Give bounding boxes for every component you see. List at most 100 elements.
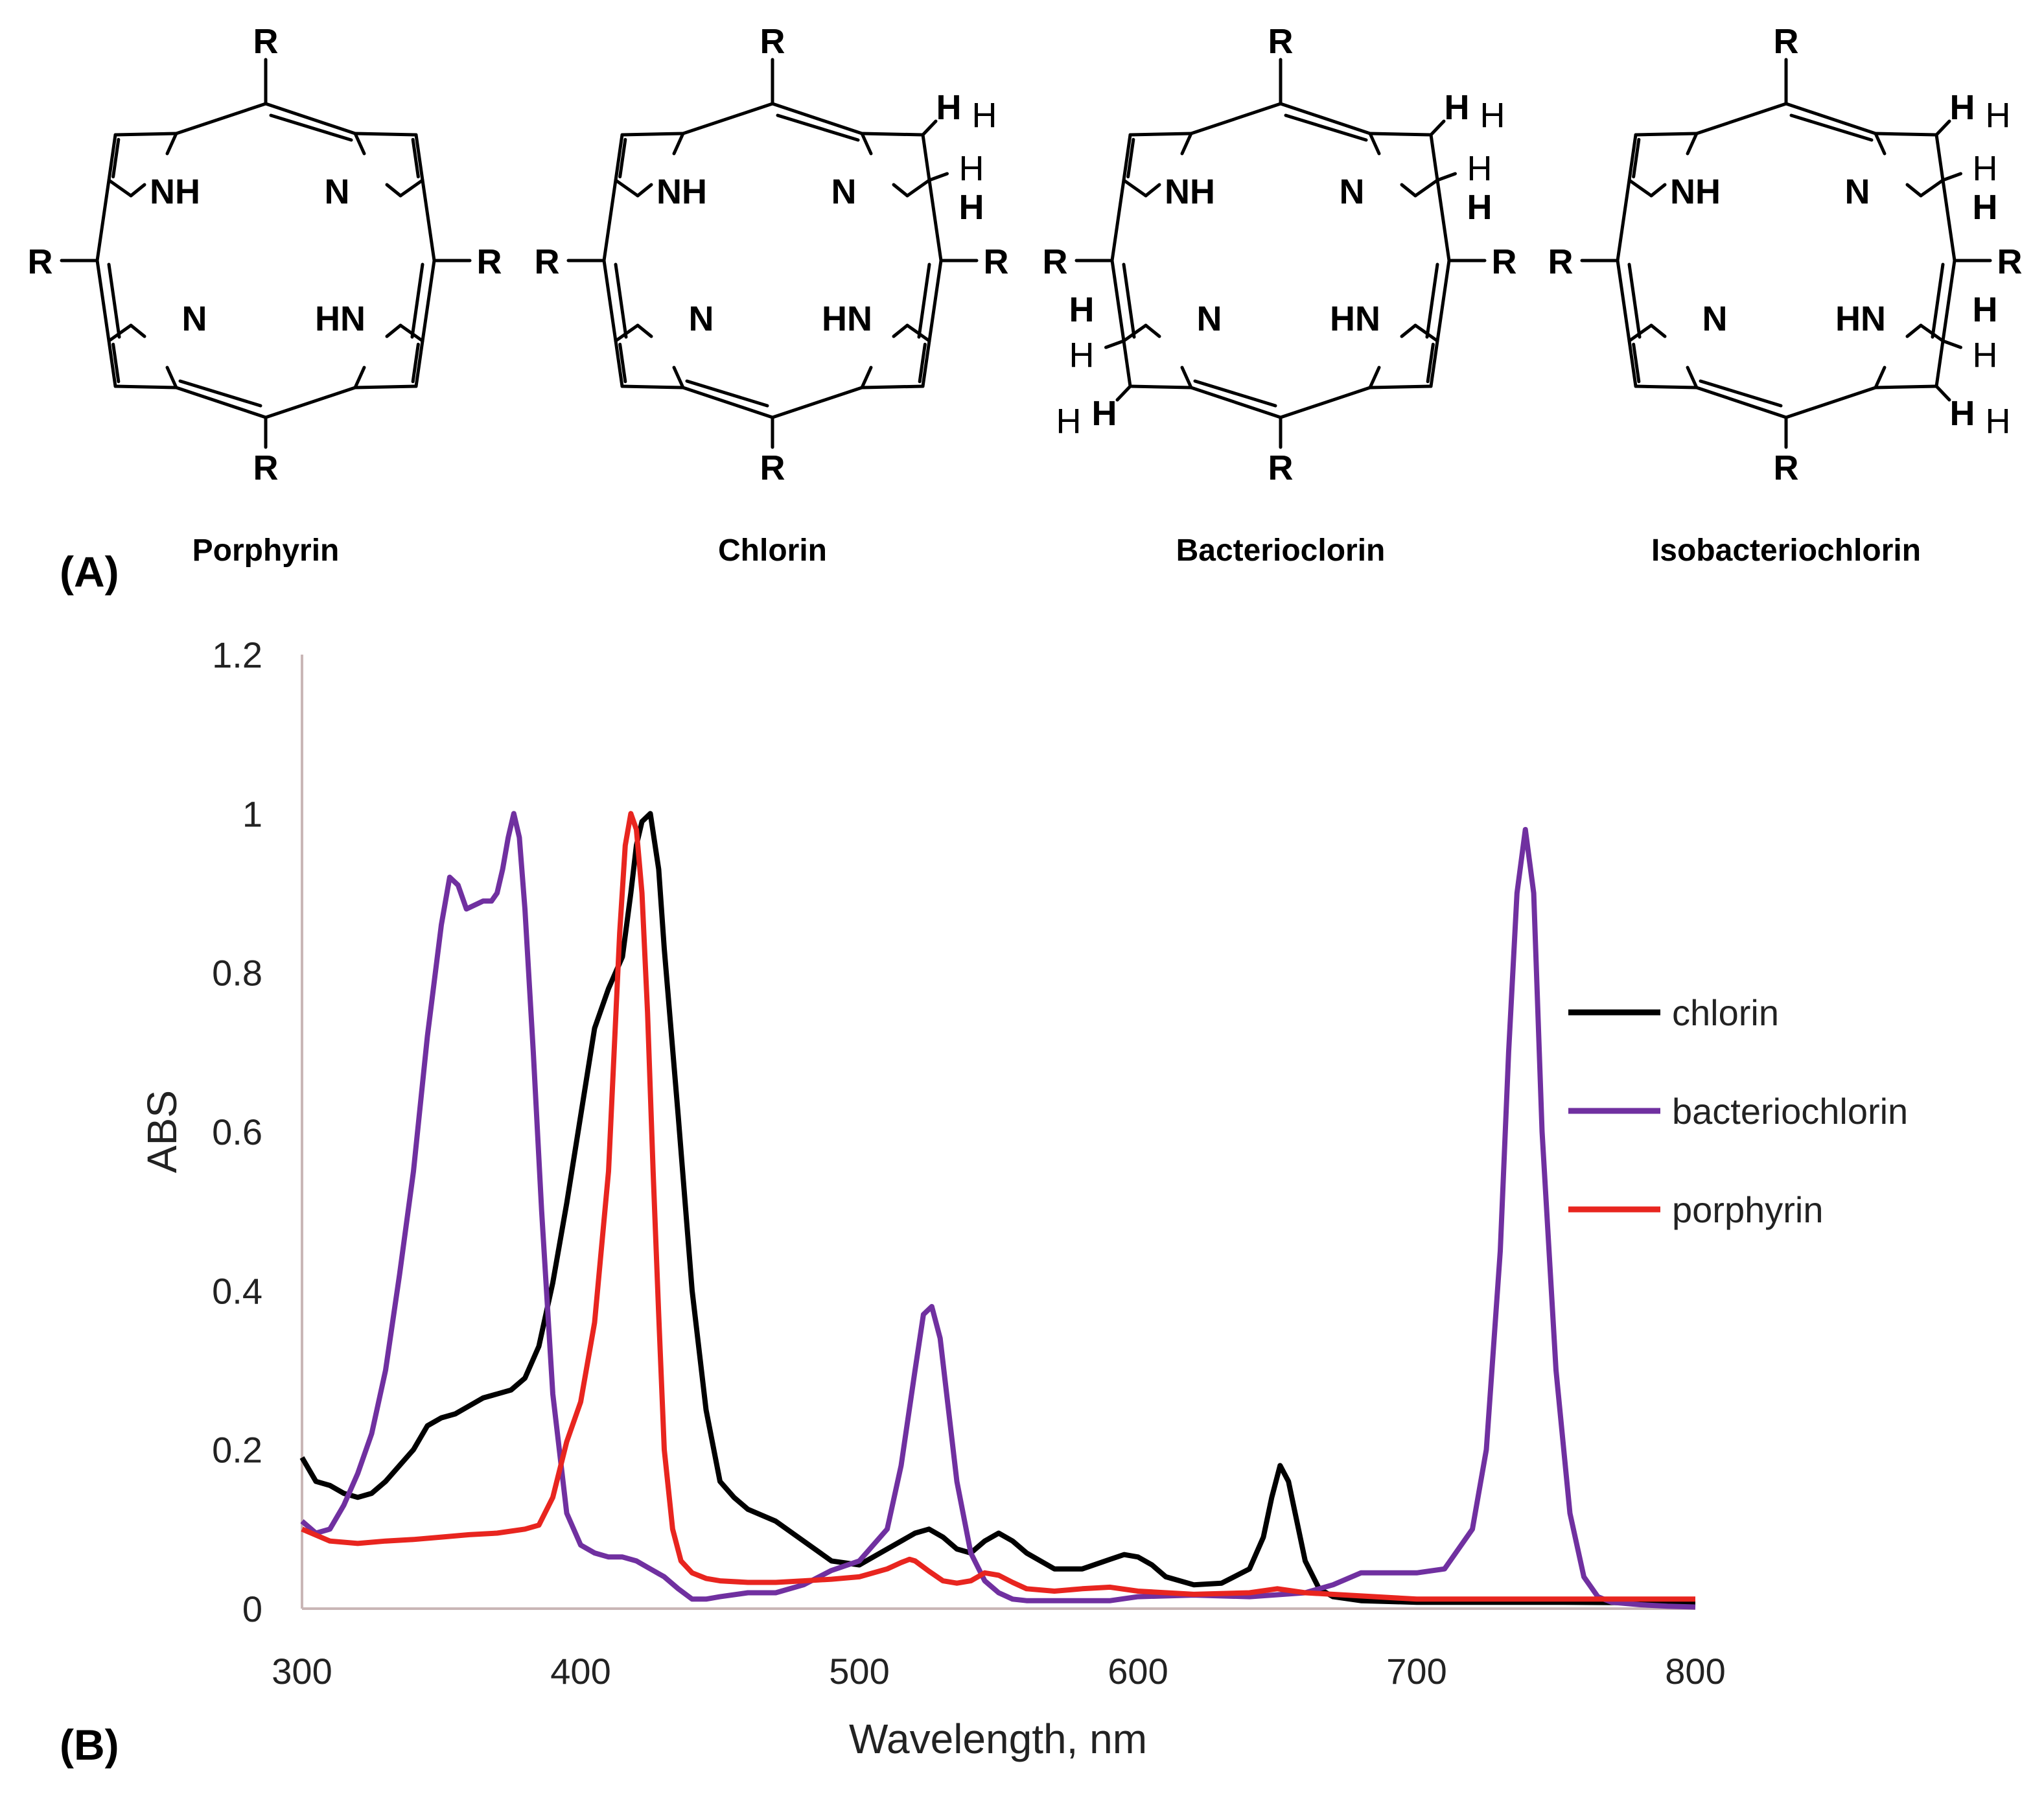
chart-series [299,811,1696,1610]
double-bond [918,342,927,384]
double-bond [1699,379,1783,408]
double-bond [178,379,262,408]
y-tick-label: 0.4 [212,1270,262,1311]
double-bond [1122,262,1136,339]
ring-bond [1122,339,1132,388]
hydrogen-label: H [1986,402,2011,441]
ring-bond [1634,384,1699,390]
meso-bond [1189,386,1283,419]
r-group-label: R [477,242,502,281]
ring-bond [1874,366,1887,390]
ring-bond [1429,339,1439,388]
x-tick-labels: 300 400 500 600 700 800 [272,1651,1725,1692]
ring-bond [1400,323,1417,338]
meso-bond [681,102,774,135]
x-tick-label: 600 [1108,1651,1168,1692]
nitrogen-label: HN [1330,299,1380,338]
hydrogen-label: H [1069,336,1095,375]
meso-bond [771,386,864,419]
ring-bond [921,133,931,182]
double-bond [107,262,121,339]
x-tick-label: 700 [1386,1651,1446,1692]
ch-bond [921,119,938,137]
x-tick-label: 500 [829,1651,889,1692]
ring-bond [860,384,925,390]
nitrogen-label: HN [822,299,872,338]
ring-bond [1368,132,1433,137]
ch-bond [1934,384,1951,402]
ring-bond [1919,178,1945,198]
hydrogen-label: H [1973,188,1998,227]
ring-bond [1627,133,1638,182]
meso-bond [95,259,111,343]
ring-bond [113,132,178,137]
meso-bond [1110,178,1126,262]
ring-bond [1874,384,1938,390]
nitrogen-label: N [1340,172,1365,211]
ring-bond [672,366,685,390]
ring-bond [414,133,424,182]
nitrogen-label: HN [315,299,366,338]
panel-a-label: (A) [60,548,119,596]
ch-bond [1104,339,1126,349]
ring-bond [892,323,909,338]
chart-axes [301,655,1695,1610]
ring-bond [385,323,402,338]
double-bond [1632,342,1641,384]
double-bond [618,137,627,179]
ring-bond [1627,178,1653,198]
ring-bond [1686,132,1699,156]
double-bond [1284,113,1368,142]
ring-bond [129,323,146,338]
hydrogen-label: H [1092,394,1117,433]
r-group-label: R [1548,242,1574,281]
double-bond [618,342,627,384]
ring-bond [353,366,366,390]
nitrogen-label: N [831,172,857,211]
meso-bond [264,386,357,419]
nitrogen-label: NH [1670,172,1721,211]
r-group-label: R [1268,22,1294,61]
hydrogen-label: H [1467,149,1492,188]
double-bond [1789,113,1874,142]
ring-bond [165,366,178,390]
nitrogen-label: N [325,172,350,211]
double-bond [111,137,121,179]
meso-bond [1189,102,1283,135]
ring-bond [113,384,178,390]
ring-bond [672,132,685,156]
hydrogen-label: H [972,96,997,135]
r-group-label: R [1492,242,1517,281]
molecule-name: Porphyrin [192,533,340,568]
meso-bond [681,386,774,419]
nitrogen-label: N [1197,299,1222,338]
ring-bond [353,132,418,137]
ring-bond [1905,323,1923,338]
ring-bond [107,339,117,388]
molecule-name: Isobacteriochlorin [1651,533,1921,568]
molecule-name: Bacterioclorin [1176,533,1386,568]
nitrogen-label: NH [656,172,707,211]
ch-bond [1941,172,1962,182]
ring-bond [1874,132,1887,156]
panel-b-label: (B) [60,1721,119,1769]
hydrogen-label: H [1056,402,1082,441]
chart-legend: chlorin bacteriochlorin porphyrin [1568,992,1908,1230]
nitrogen-label: HN [1835,299,1886,338]
legend-label: chlorin [1672,992,1779,1033]
ring-bond [1686,366,1699,390]
ring-bond [1649,323,1667,338]
ch-bond [1115,384,1132,402]
meso-bond [1279,102,1372,135]
ring-bond [1400,183,1417,198]
ring-bond [860,132,925,137]
nitrogen-label: N [182,299,207,338]
hydrogen-label: H [1445,88,1470,127]
hydrogen-label: H [1069,290,1095,329]
ring-bond [892,183,909,198]
absorbance-chart: 0 0.2 0.4 0.6 0.8 1 1.2 300 400 500 600 700 800 chl… [139,635,1908,1762]
meso-bond [927,259,943,343]
ring-bond [614,133,624,182]
